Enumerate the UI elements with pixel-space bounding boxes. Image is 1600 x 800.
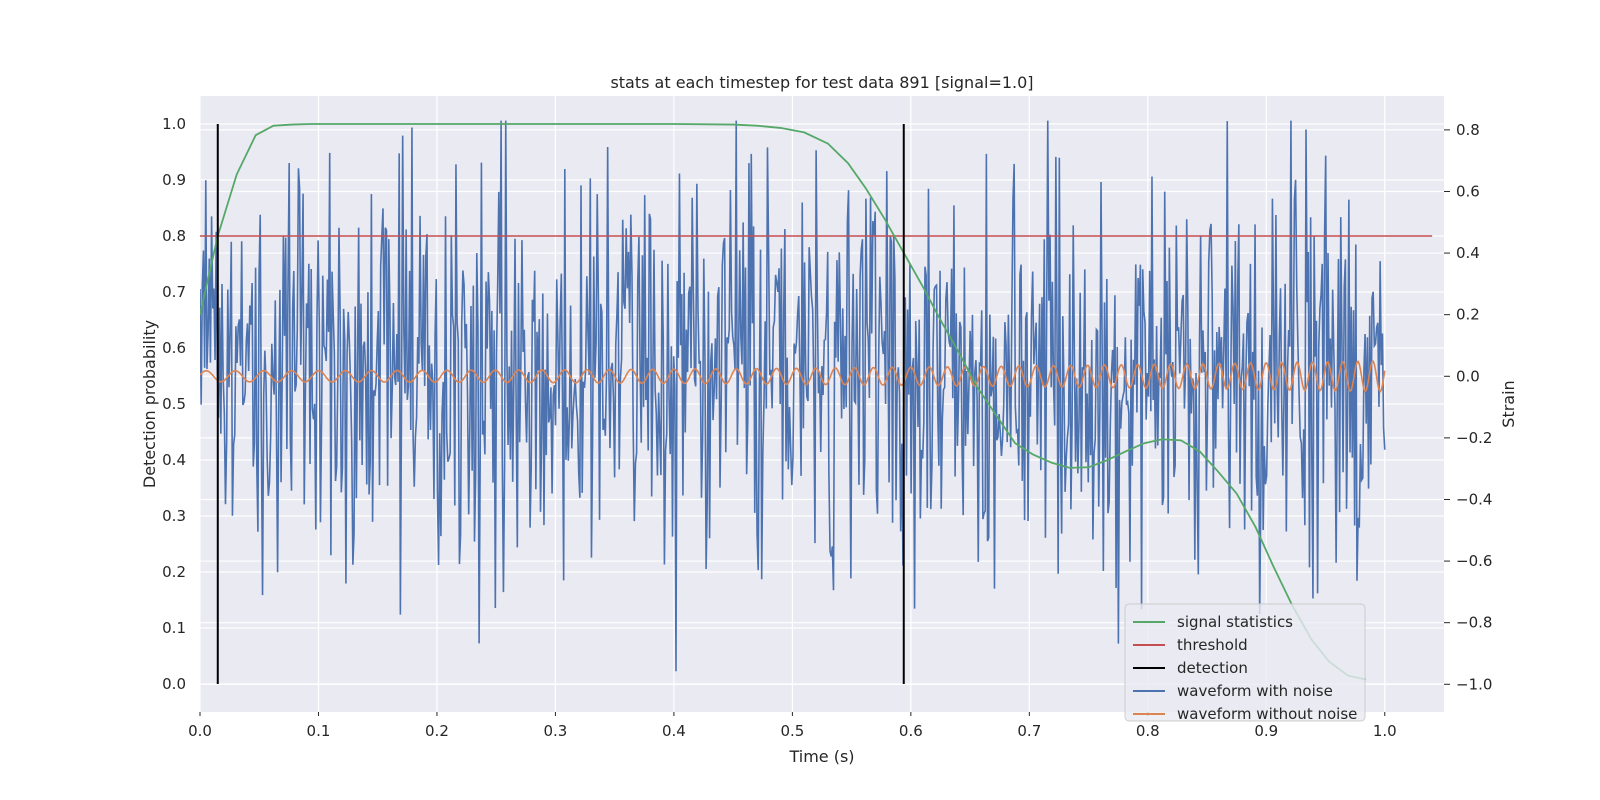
x-axis-label: Time (s)	[788, 747, 854, 766]
x-tick-label: 0.9	[1254, 722, 1278, 740]
legend-label: threshold	[1177, 636, 1248, 654]
y-left-tick-label: 0.7	[162, 283, 186, 301]
legend-items: signal statistics threshold detection wavef…	[1133, 613, 1357, 723]
y-right-tick-label: 0.0	[1456, 367, 1480, 385]
y-left-tick-label: 0.1	[162, 619, 186, 637]
x-tick-label: 0.7	[1017, 722, 1041, 740]
legend-label: waveform without noise	[1177, 705, 1357, 723]
x-tick-label: 0.1	[307, 722, 331, 740]
chart-title: stats at each timestep for test data 891…	[610, 73, 1033, 92]
y-left-tick-label: 0.0	[162, 675, 186, 693]
y-left-tick-label: 0.6	[162, 339, 186, 357]
y-right-tick-label: −0.2	[1456, 429, 1492, 447]
x-tick-label: 0.5	[780, 722, 804, 740]
x-tick-label: 0.8	[1136, 722, 1160, 740]
y-right-tick-label: 0.6	[1456, 182, 1480, 200]
y-right-tick-label: 0.8	[1456, 121, 1480, 139]
y-left-tick-label: 0.4	[162, 451, 186, 469]
legend-box	[1124, 603, 1366, 722]
x-tick-label: 0.4	[662, 722, 686, 740]
y-right-tick-label: 0.4	[1456, 244, 1480, 262]
legend-label: signal statistics	[1177, 613, 1293, 631]
y-left-tick-label: 0.2	[162, 563, 186, 581]
y-right-tick-label: −0.4	[1456, 490, 1492, 508]
x-tick-label: 0.2	[425, 722, 449, 740]
y-left-tick-label: 1.0	[162, 115, 186, 133]
y-left-tick-label: 0.5	[162, 395, 186, 413]
legend: signal statistics threshold detection wavef…	[1124, 603, 1366, 723]
signal-statistics-line	[200, 123, 1367, 681]
y-axis-left-label: Detection probability	[140, 320, 159, 488]
series-layer	[200, 120, 1433, 684]
x-tick-label: 0.3	[543, 722, 567, 740]
legend-label: waveform with noise	[1177, 682, 1333, 700]
x-tick-label: 0.0	[188, 722, 212, 740]
y-left-tick-label: 0.8	[162, 227, 186, 245]
x-tick-label: 0.6	[899, 722, 923, 740]
legend-label: detection	[1177, 659, 1248, 677]
y-right-tick-label: −0.8	[1456, 614, 1492, 632]
y-right-tick-label: −0.6	[1456, 552, 1492, 570]
y-left-tick-label: 0.3	[162, 507, 186, 525]
waveform-without-noise-line	[200, 360, 1386, 394]
y-right-tick-label: −1.0	[1456, 675, 1492, 693]
x-tick-label: 1.0	[1373, 722, 1397, 740]
y-right-tick-label: 0.2	[1456, 306, 1480, 324]
y-left-tick-label: 0.9	[162, 171, 186, 189]
axes-layer: 0.0 0.1 0.2 0.3 0.4 0.5 0.6 0.7 0.8 0.9 1.0 0.0 0.1 0…	[162, 115, 1492, 740]
y-axis-right-label: Strain	[1499, 380, 1518, 427]
waveform-with-noise-line	[200, 120, 1386, 672]
